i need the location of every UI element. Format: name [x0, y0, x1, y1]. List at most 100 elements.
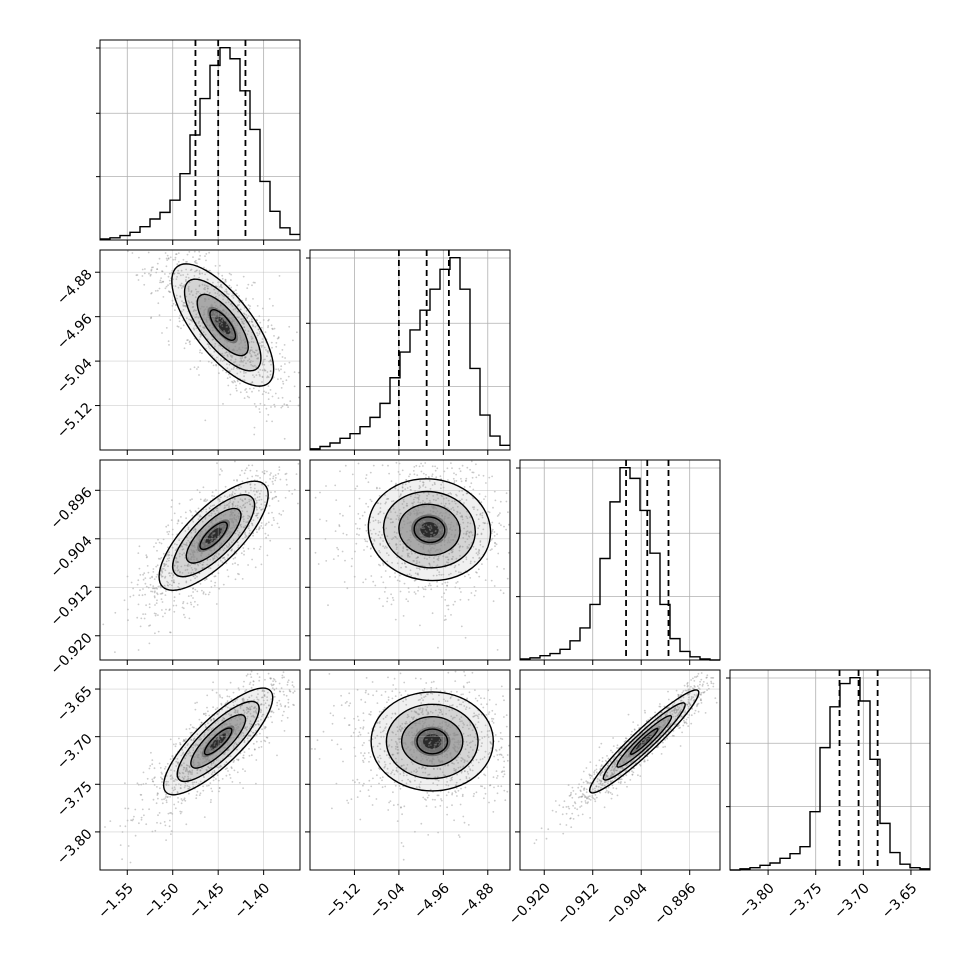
scatter-point — [233, 322, 236, 325]
scatter-point — [456, 733, 459, 736]
scatter-point — [453, 472, 455, 475]
scatter-point — [190, 536, 193, 539]
scatter-point — [419, 624, 421, 627]
scatter-point — [188, 750, 190, 752]
scatter-point — [428, 499, 431, 502]
scatter-point — [270, 491, 272, 494]
scatter-point — [430, 536, 432, 539]
scatter-point — [505, 492, 508, 495]
scatter-point — [478, 524, 481, 527]
scatter-point — [452, 548, 454, 551]
scatter-point — [221, 286, 223, 289]
scatter-point — [230, 766, 233, 769]
scatter-point — [209, 306, 212, 309]
scatter-point — [383, 750, 386, 753]
scatter-point — [465, 477, 468, 480]
scatter-point — [213, 504, 216, 507]
scatter-point — [483, 522, 486, 525]
scatter-point — [277, 368, 280, 370]
scatter-point — [261, 728, 263, 731]
scatter-point — [228, 526, 231, 529]
scatter-point — [104, 826, 106, 828]
scatter-point — [246, 477, 249, 480]
scatter-point — [213, 301, 216, 304]
scatter-point — [144, 593, 147, 596]
scatter-point — [269, 677, 272, 680]
scatter-point — [431, 711, 434, 714]
scatter-point — [175, 760, 178, 763]
scatter-point — [134, 834, 137, 837]
scatter-point — [153, 777, 156, 779]
scatter-point — [213, 760, 215, 763]
scatter-point — [227, 770, 229, 772]
scatter-point — [188, 323, 191, 325]
scatter-point — [408, 522, 411, 524]
scatter-point — [205, 508, 208, 511]
scatter-point — [468, 681, 471, 683]
scatter-point — [239, 327, 242, 330]
scatter-point — [232, 368, 235, 370]
scatter-point — [424, 695, 427, 698]
scatter-point — [250, 522, 253, 525]
scatter-point — [164, 824, 167, 827]
scatter-point — [210, 512, 213, 515]
scatter-point — [382, 717, 385, 720]
scatter-point — [447, 784, 450, 787]
scatter-point — [202, 544, 205, 547]
scatter-point — [172, 302, 175, 305]
scatter-point — [189, 553, 192, 555]
scatter-point — [211, 741, 214, 744]
scatter-point — [250, 499, 253, 502]
scatter-point — [399, 540, 402, 542]
scatter-point — [132, 587, 135, 590]
scatter-point — [213, 312, 216, 314]
scatter-point — [378, 761, 381, 764]
scatter-point — [143, 572, 146, 575]
scatter-point — [458, 549, 461, 552]
scatter-point — [229, 329, 232, 332]
scatter-point — [351, 473, 354, 476]
scatter-point — [243, 713, 246, 715]
scatter-point — [446, 585, 448, 587]
scatter-point — [410, 710, 413, 713]
scatter-point — [375, 798, 378, 800]
scatter-point — [436, 493, 439, 496]
scatter-point — [236, 331, 238, 334]
scatter-point — [216, 356, 218, 359]
scatter-point — [265, 494, 268, 497]
scatter-point — [157, 630, 160, 633]
scatter-point — [437, 646, 439, 649]
scatter-point — [253, 748, 256, 751]
scatter-point — [435, 514, 438, 517]
scatter-point — [225, 311, 228, 314]
scatter-point — [475, 463, 477, 466]
scatter-point — [499, 732, 502, 734]
scatter-point — [229, 354, 232, 357]
scatter-point — [213, 557, 216, 559]
scatter-point — [449, 726, 452, 729]
scatter-point — [175, 561, 178, 564]
scatter-point — [235, 727, 238, 729]
scatter-point — [198, 272, 201, 275]
scatter-point — [214, 763, 217, 766]
scatter-point — [471, 534, 474, 537]
scatter-point — [472, 497, 474, 500]
scatter-point — [491, 530, 493, 532]
scatter-point — [172, 604, 175, 607]
scatter-point — [213, 307, 216, 310]
scatter-point — [265, 391, 267, 394]
scatter-point — [198, 738, 201, 741]
scatter-point — [199, 583, 202, 585]
scatter-point — [503, 773, 506, 776]
scatter-point — [243, 319, 246, 322]
scatter-point — [413, 560, 415, 562]
scatter-point — [209, 558, 212, 561]
scatter-point — [468, 535, 471, 538]
scatter-point — [478, 474, 480, 477]
scatter-point — [243, 550, 246, 552]
scatter-point — [424, 530, 427, 532]
scatter-point — [397, 803, 399, 806]
scatter-point — [225, 312, 228, 314]
scatter-point — [222, 369, 224, 372]
scatter-point — [242, 515, 245, 518]
